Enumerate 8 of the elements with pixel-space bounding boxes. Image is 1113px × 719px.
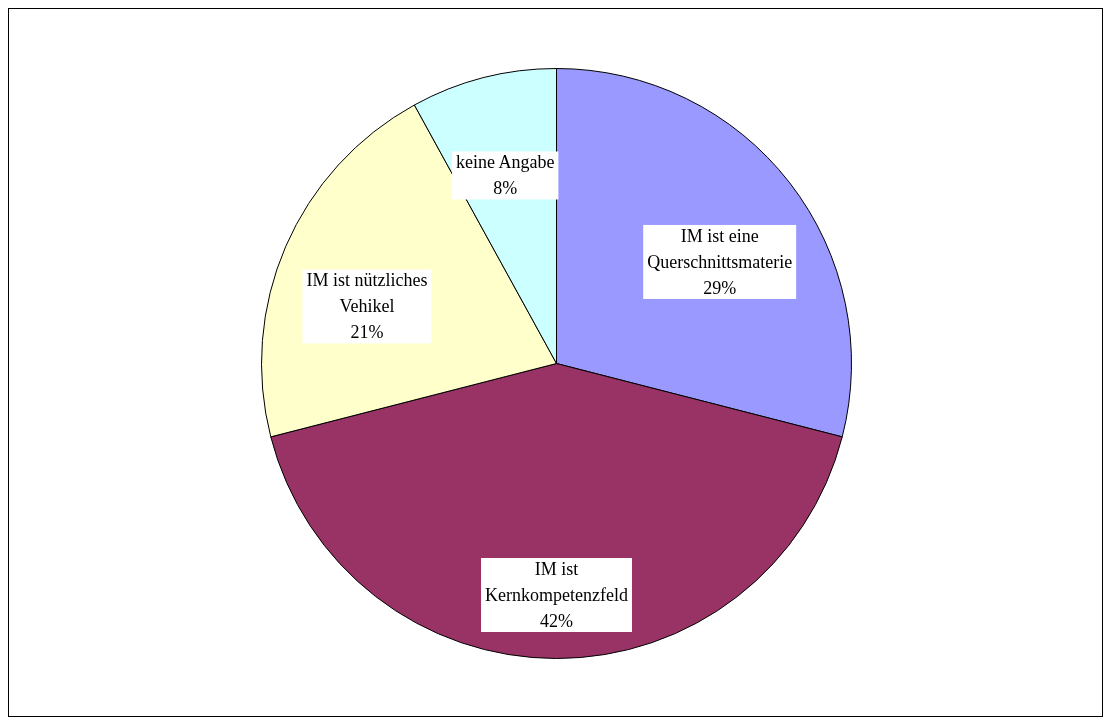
slice-label: keine Angabe (455, 152, 555, 173)
slice-label: IM ist eine Querschnittsmaterie (647, 225, 793, 272)
slice-label: IM ist Kernkompetenzfeld (485, 559, 628, 605)
data-label: 29% (703, 277, 737, 298)
data-label: 42% (540, 611, 573, 631)
slice-label: IM ist nützliches Vehikel (306, 270, 428, 317)
data-label: 8% (493, 178, 518, 199)
data-label: 21% (350, 322, 384, 343)
